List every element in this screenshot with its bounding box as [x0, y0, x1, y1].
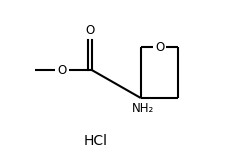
Text: NH₂: NH₂: [131, 102, 154, 115]
Text: O: O: [85, 24, 94, 37]
Text: HCl: HCl: [83, 134, 107, 148]
Text: O: O: [154, 41, 164, 54]
Text: O: O: [57, 64, 66, 77]
